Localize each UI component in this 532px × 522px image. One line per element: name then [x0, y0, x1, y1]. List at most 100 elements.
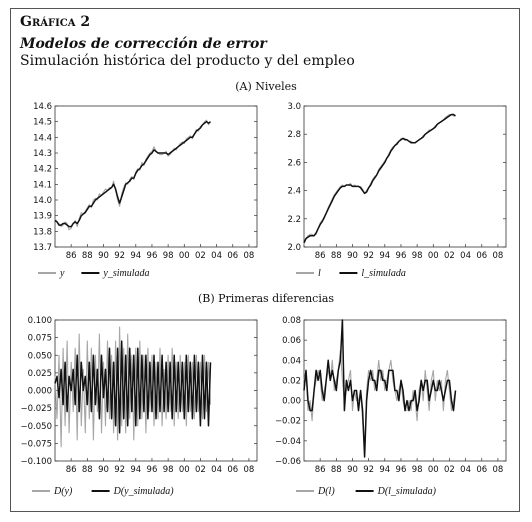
- a-right-xtick-label: 94: [379, 251, 390, 261]
- a-left-ytick-label: 13.8: [33, 227, 52, 237]
- b-right-xtick-label: 92: [363, 465, 374, 475]
- a-left-xtick-label: 02: [195, 251, 206, 261]
- section-b-title: (B) Primeras diferencias: [197, 292, 335, 305]
- b-right-series-line-1: [303, 319, 457, 458]
- b-right-xtick-label: 88: [331, 465, 342, 475]
- b-left-ytick-label: 0.075: [28, 334, 52, 344]
- section-a-title: (A) Niveles: [235, 80, 297, 93]
- b-right-ytick-label: 0.00: [282, 397, 301, 407]
- b-left-ytick-label: 0.000: [28, 387, 52, 397]
- a-right-ytick-label: 2.6: [287, 158, 301, 168]
- a-left-legend-label: y_simulada: [102, 268, 149, 279]
- a-right-ytick-label: 2.8: [287, 130, 301, 140]
- a-left-ytick-label: 14.6: [33, 102, 52, 112]
- a-right-xtick-label: 96: [396, 251, 407, 261]
- b-right-xtick-label: 08: [493, 465, 504, 475]
- b-left-ytick-label: −0.025: [21, 404, 52, 414]
- b-right-ytick-label: 0.06: [282, 336, 301, 346]
- b-right-ytick-label: 0.02: [282, 376, 301, 386]
- b-left-legend-label: D(y_simulada): [113, 486, 175, 497]
- figure-subtitle: Simulación histórica del producto y del …: [20, 53, 355, 69]
- b-right-ytick-label: 0.08: [282, 316, 301, 326]
- figure-frame: [10, 8, 520, 512]
- a-left-ytick-label: 14.0: [33, 196, 52, 206]
- b-right-xtick-label: 04: [460, 465, 471, 475]
- b-right-ytick-label: −0.02: [275, 417, 301, 427]
- b-left-plot-area: [54, 319, 258, 462]
- a-left-xtick-label: 96: [147, 251, 158, 261]
- a-right-xtick-label: 88: [331, 251, 342, 261]
- figure-label: Gráfica 2: [20, 14, 91, 30]
- a-right-ytick-label: 2.0: [287, 243, 301, 253]
- figure-title: Modelos de corrección de error: [20, 36, 267, 52]
- a-left-xtick-label: 06: [227, 251, 238, 261]
- b-left-ytick-label: 0.025: [28, 369, 52, 379]
- b-left-xtick-label: 02: [195, 465, 206, 475]
- a-left-series-line-1: [54, 120, 211, 228]
- b-left-ytick-label: −0.100: [21, 457, 52, 467]
- b-right-xtick-label: 90: [347, 465, 358, 475]
- a-right-xtick-label: 86: [315, 251, 326, 261]
- b-left-ytick-label: 0.050: [28, 351, 52, 361]
- a-right-ytick-label: 2.4: [287, 187, 301, 197]
- b-right-xtick-label: 00: [428, 465, 439, 475]
- a-right-xtick-label: 08: [493, 251, 504, 261]
- a-left-plot-area: [54, 105, 258, 248]
- a-left-xtick-label: 04: [211, 251, 222, 261]
- b-left-xtick-label: 92: [114, 465, 125, 475]
- b-right-xtick-label: 94: [379, 465, 390, 475]
- a-right-xtick-label: 00: [428, 251, 439, 261]
- a-left-ytick-label: 14.4: [33, 133, 52, 143]
- a-left-legend-label: y: [59, 268, 65, 279]
- a-right-xtick-label: 90: [347, 251, 358, 261]
- b-left-xtick-label: 04: [211, 465, 222, 475]
- a-right-xtick-label: 02: [444, 251, 455, 261]
- b-right-xtick-label: 86: [315, 465, 326, 475]
- a-left-ytick-label: 14.1: [33, 180, 52, 190]
- b-left-xtick-label: 94: [130, 465, 141, 475]
- a-left-xtick-label: 86: [66, 251, 77, 261]
- b-right-xtick-label: 98: [412, 465, 423, 475]
- b-left-xtick-label: 86: [66, 465, 77, 475]
- a-left-ytick-label: 13.7: [33, 243, 52, 253]
- b-right-legend-label: D(l_simulada): [377, 486, 437, 497]
- b-left-legend-label: D(y): [53, 486, 73, 497]
- b-right-xtick-label: 96: [396, 465, 407, 475]
- b-left-xtick-label: 98: [163, 465, 174, 475]
- a-right-plot-area: [303, 105, 507, 248]
- a-right-xtick-label: 06: [476, 251, 487, 261]
- a-right-xtick-label: 92: [363, 251, 374, 261]
- b-left-xtick-label: 90: [98, 465, 109, 475]
- a-left-ytick-label: 14.5: [33, 118, 52, 128]
- a-right-series-line-1: [303, 113, 456, 244]
- b-left-xtick-label: 96: [147, 465, 158, 475]
- a-left-xtick-label: 98: [163, 251, 174, 261]
- a-right-legend-label: l_simulada: [361, 268, 405, 279]
- b-right-legend-label: D(l): [317, 486, 335, 497]
- a-left-series-line-0: [54, 119, 211, 231]
- a-left-ytick-label: 13.9: [33, 212, 52, 222]
- a-right-xtick-label: 04: [460, 251, 471, 261]
- a-left-xtick-label: 00: [179, 251, 190, 261]
- b-left-xtick-label: 06: [227, 465, 238, 475]
- a-left-xtick-label: 92: [114, 251, 125, 261]
- b-right-series-line-0: [303, 349, 457, 452]
- b-right-xtick-label: 02: [444, 465, 455, 475]
- b-left-ytick-label: 0.100: [28, 316, 52, 326]
- b-right-ytick-label: −0.04: [275, 437, 301, 447]
- a-left-xtick-label: 90: [98, 251, 109, 261]
- b-left-xtick-label: 08: [244, 465, 255, 475]
- a-left-ytick-label: 14.3: [33, 149, 52, 159]
- b-right-ytick-label: −0.06: [275, 457, 301, 467]
- b-left-xtick-label: 00: [179, 465, 190, 475]
- a-left-xtick-label: 08: [244, 251, 255, 261]
- b-right-ytick-label: 0.04: [282, 356, 301, 366]
- a-right-ytick-label: 2.2: [287, 215, 301, 225]
- a-right-ytick-label: 3.0: [287, 102, 301, 112]
- b-left-ytick-label: −0.050: [21, 422, 52, 432]
- a-right-xtick-label: 98: [412, 251, 423, 261]
- a-left-ytick-label: 14.2: [33, 165, 52, 175]
- b-left-series-line-1: [54, 340, 212, 434]
- a-right-series-line-0: [303, 113, 456, 245]
